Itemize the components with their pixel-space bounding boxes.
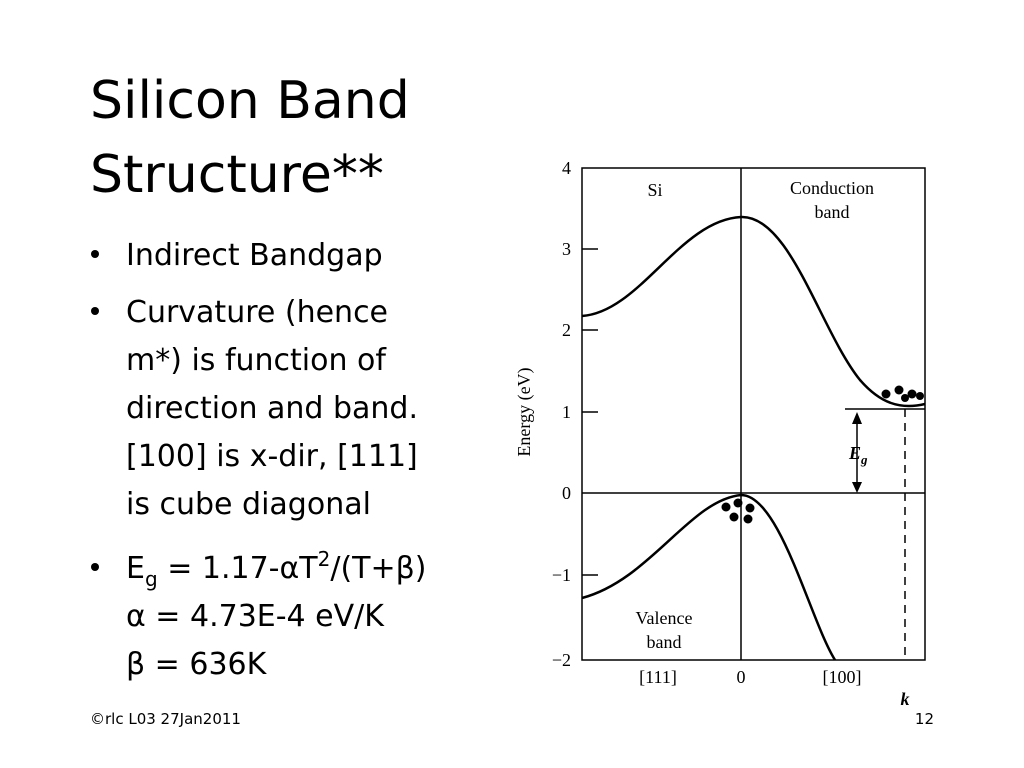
bullet-text: Curvature (hence (126, 295, 388, 330)
y-tick-label: 1 (562, 402, 571, 422)
footer-left: ©rlc L03 27Jan2011 (90, 710, 241, 728)
conduction-label: Conduction (790, 178, 874, 198)
gap-label: Eg (848, 443, 868, 467)
bullet-text: Indirect Bandgap (126, 238, 383, 273)
text-run: E (848, 443, 861, 463)
x-label: [111] (639, 667, 677, 687)
bullet-dot (91, 563, 99, 571)
y-tick-label: −2 (552, 650, 571, 670)
electrons (881, 385, 924, 402)
bullet-text: Eg = 1.17-αT2/(T+β) (126, 547, 426, 591)
bullet-dot (91, 250, 99, 258)
text-run: E (126, 551, 145, 586)
plot-frame (581, 167, 926, 661)
y-tick-label: −1 (552, 565, 571, 585)
bullet-dot (91, 307, 99, 315)
holes (721, 498, 755, 524)
y-tick-label: 3 (562, 239, 571, 259)
text-run: = 1.17-αT (158, 551, 319, 586)
bullet-text: m*) is function of (126, 343, 387, 378)
bullet-text: β = 636K (126, 647, 268, 682)
region-label: Si (647, 180, 662, 200)
text-run: /(T+β) (330, 551, 426, 586)
valence-label: band (647, 632, 682, 652)
bullet-text: [100] is x-dir, [111] (126, 439, 418, 474)
conduction-label: band (815, 202, 850, 222)
title-line: Silicon Band (90, 71, 410, 131)
superscript: 2 (318, 547, 331, 571)
y-tick-label: 2 (562, 320, 571, 340)
conduction-band-curve (581, 215, 926, 408)
bullet-text: is cube diagonal (126, 487, 371, 522)
band-diagram: 4 3 2 1 0 −1 −2 Energy (eV) [111] 0 [100… (514, 158, 926, 709)
bullet-text: α = 4.73E-4 eV/K (126, 599, 385, 634)
valence-label: Valence (636, 608, 693, 628)
x-label: [100] (823, 667, 862, 687)
y-tick-label: 4 (562, 158, 571, 178)
x-axis-label: k (901, 689, 910, 709)
tick-marks (582, 248, 598, 576)
page-number: 12 (915, 710, 934, 728)
x-label: 0 (737, 667, 746, 687)
y-axis-label: Energy (eV) (514, 367, 535, 456)
valence-band-curve (581, 493, 837, 661)
subscript: g (145, 567, 158, 591)
bullet-text: direction and band. (126, 391, 418, 426)
y-tick-label: 0 (562, 483, 571, 503)
title-line: Structure** (90, 145, 384, 205)
subscript: g (860, 452, 868, 467)
